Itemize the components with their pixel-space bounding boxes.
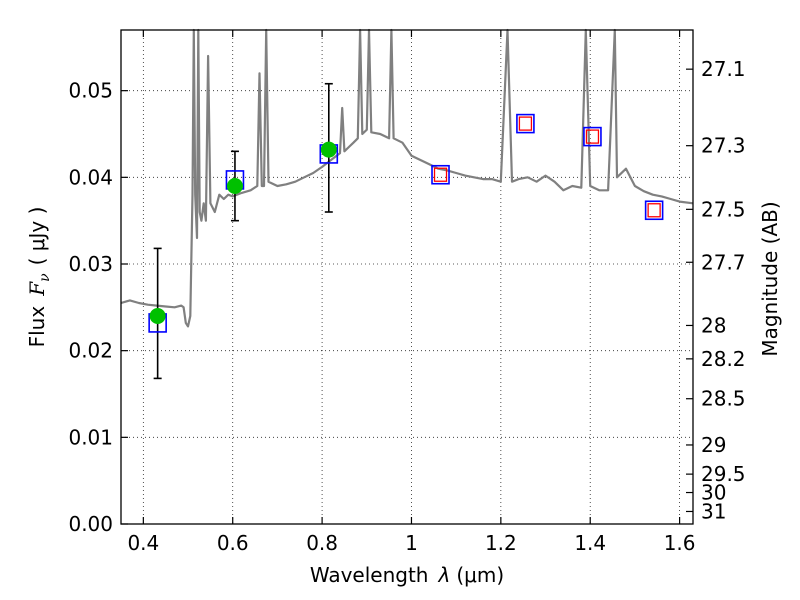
model-band-fluxes-red bbox=[433, 116, 661, 218]
x-ticks: 0.4 0.6 0.8 1 1.2 1.4 1.6 bbox=[127, 30, 696, 555]
y2-tick-label: 31 bbox=[701, 499, 726, 523]
y-ticks: 0.00 0.01 0.02 0.03 0.04 0.05 bbox=[68, 79, 128, 536]
y2-axis-label: Magnitude (AB) bbox=[758, 201, 782, 356]
y-tick-label: 0.05 bbox=[68, 79, 113, 103]
x-tick-label: 1 bbox=[405, 531, 418, 555]
x-tick-label: 1.2 bbox=[485, 531, 517, 555]
blue-square-marker bbox=[644, 200, 664, 221]
plot-frame bbox=[120, 29, 694, 525]
x-tick-label: 0.6 bbox=[217, 531, 249, 555]
y2-tick-label: 30 bbox=[701, 481, 726, 505]
y-tick-label: 0.03 bbox=[68, 252, 113, 276]
observed-points bbox=[149, 141, 337, 324]
y-tick-label: 0.01 bbox=[68, 425, 113, 449]
observed-point bbox=[320, 141, 337, 158]
blue-square-marker bbox=[516, 113, 535, 134]
observed-point bbox=[226, 178, 243, 194]
observed-point bbox=[149, 308, 166, 324]
model-spectrum bbox=[120, 28, 694, 328]
x-tick-label: 1.6 bbox=[664, 531, 696, 555]
y2-tick-label: 28 bbox=[701, 313, 726, 337]
x-axis-label: Wavelength λ (μm) bbox=[310, 563, 504, 587]
y2-tick-label: 27.1 bbox=[701, 57, 746, 81]
y2-tick-label: 28.5 bbox=[701, 387, 746, 411]
x-tick-label: 0.8 bbox=[306, 531, 338, 555]
x-tick-label: 0.4 bbox=[127, 531, 159, 555]
red-square-marker bbox=[433, 167, 448, 182]
y2-tick-label: 29.5 bbox=[701, 462, 746, 486]
red-square-marker bbox=[647, 203, 661, 218]
y-tick-label: 0.00 bbox=[68, 512, 113, 536]
red-square-marker bbox=[585, 129, 600, 144]
error-bars bbox=[153, 82, 333, 380]
spectrum-line bbox=[120, 28, 694, 328]
red-square-marker bbox=[518, 116, 533, 131]
x-tick-label: 1.4 bbox=[574, 531, 606, 555]
y2-tick-label: 27.3 bbox=[701, 134, 746, 158]
blue-square-marker bbox=[431, 164, 450, 185]
blue-square-marker bbox=[583, 126, 602, 147]
y2-tick-label: 29 bbox=[701, 433, 726, 457]
y2-tick-label: 27.7 bbox=[701, 250, 746, 274]
y2-tick-label: 27.5 bbox=[701, 197, 746, 221]
y-axis-label: FluxFν( μJy ) bbox=[25, 207, 53, 348]
y2-tick-label: 28.2 bbox=[701, 347, 746, 371]
y-tick-label: 0.04 bbox=[68, 165, 113, 189]
y-tick-label: 0.02 bbox=[68, 339, 113, 363]
